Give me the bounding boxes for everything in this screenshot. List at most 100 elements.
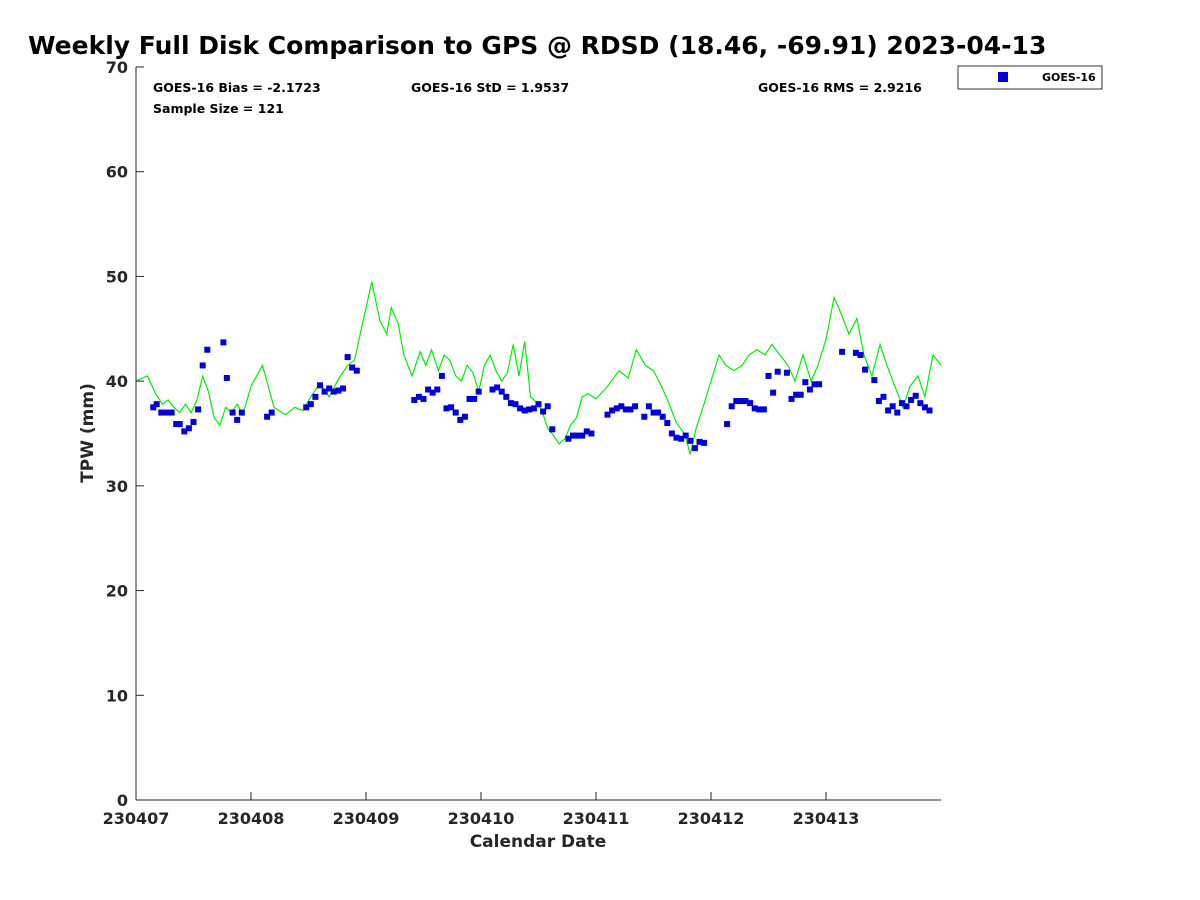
goes-16-point <box>797 391 804 398</box>
goes-16-point <box>609 407 616 414</box>
goes-16-point <box>783 369 790 376</box>
goes-16-point <box>307 401 314 408</box>
goes-16-point <box>349 364 356 371</box>
goes-16-point <box>312 393 319 400</box>
goes-16-point <box>875 398 882 405</box>
goes-16-point <box>885 407 892 414</box>
x-tick-label: 230407 <box>103 809 170 828</box>
goes-16-point <box>618 403 625 410</box>
goes-16-point <box>190 418 197 425</box>
goes-16-point <box>655 409 662 416</box>
goes-16-point <box>871 377 878 384</box>
goes-16-point <box>898 400 905 407</box>
goes-16-point <box>724 421 731 428</box>
x-tick-label: 230413 <box>793 809 860 828</box>
goes-16-point <box>353 367 360 374</box>
goes-16-point <box>852 349 859 356</box>
goes-16-point <box>806 386 813 393</box>
goes-16-point <box>549 426 556 433</box>
goes-16-point <box>737 398 744 405</box>
goes-16-point <box>802 379 809 386</box>
goes-16-point <box>756 406 763 413</box>
sample-size-stat: Sample Size = 121 <box>153 101 284 116</box>
goes-16-point <box>774 368 781 375</box>
goes-16-point <box>429 389 436 396</box>
goes-16-point <box>664 420 671 427</box>
goes-16-point <box>238 409 245 416</box>
goes-16-point <box>788 395 795 402</box>
goes-16-point <box>641 413 648 420</box>
goes-16-point <box>162 409 169 416</box>
goes-16-point <box>760 406 767 413</box>
y-axis-ticks: 0 10 20 30 40 50 60 70 <box>106 58 144 810</box>
goes-16-point <box>317 382 323 389</box>
y-axis-label: TPW (mm) <box>78 383 98 483</box>
goes-16-point <box>452 409 459 416</box>
goes-16-point <box>921 404 928 411</box>
goes-16-point <box>176 421 183 428</box>
x-axis-ticks: 230407 230408 230409 230410 230411 230412 2304… <box>103 792 860 828</box>
goes-16-point <box>153 401 160 408</box>
goes-16-point <box>579 432 586 439</box>
goes-16-point <box>173 421 180 428</box>
goes-16-point <box>512 401 519 408</box>
goes-16-point <box>770 389 777 396</box>
legend-marker-goes-16 <box>998 72 1008 82</box>
goes-16-point <box>204 346 211 353</box>
goes-16-point <box>494 384 501 391</box>
goes-16-point <box>498 388 505 395</box>
goes-16-point <box>811 381 818 388</box>
goes-16-point <box>696 438 703 445</box>
goes-16-point <box>570 432 576 439</box>
goes-16-point <box>425 386 432 393</box>
goes-16-point <box>168 409 175 416</box>
goes-16-point <box>650 409 657 416</box>
goes-16-point <box>199 362 206 369</box>
chart-title: Weekly Full Disk Comparison to GPS @ RDS… <box>28 31 1046 60</box>
goes-16-point <box>489 386 496 393</box>
goes-16-point <box>526 406 533 413</box>
goes-16-point <box>344 354 351 361</box>
goes-16-point <box>434 386 441 393</box>
goes-16-point <box>742 398 749 405</box>
goes-16-point <box>926 407 933 414</box>
goes-16-point <box>765 372 772 379</box>
goes-16-point <box>466 395 473 402</box>
y-tick-label: 10 <box>106 686 128 705</box>
goes-16-point <box>613 405 620 412</box>
goes-16-point <box>411 396 418 403</box>
goes-16-point <box>912 392 919 399</box>
x-tick-label: 230411 <box>563 809 630 828</box>
y-tick-label: 0 <box>117 791 128 810</box>
y-tick-label: 30 <box>106 477 128 496</box>
goes-16-point <box>622 406 629 413</box>
goes-16-point <box>687 437 694 444</box>
goes-16-point <box>181 428 188 435</box>
goes-16-point <box>691 445 698 452</box>
goes-16-point <box>507 400 514 407</box>
y-tick-label: 20 <box>106 582 128 601</box>
goes-16-point <box>457 416 464 423</box>
goes-16-point <box>158 409 165 416</box>
goes-16-point <box>682 432 689 439</box>
x-tick-label: 230410 <box>448 809 515 828</box>
goes-16-point <box>751 405 758 412</box>
goes-16-point <box>150 404 157 411</box>
goes-16-point <box>565 435 572 442</box>
x-tick-label: 230409 <box>333 809 400 828</box>
goes-16-point <box>475 388 482 395</box>
goes-16-point <box>604 411 611 418</box>
goes-16-point <box>903 403 910 410</box>
goes-16-point <box>195 406 202 413</box>
goes-16-point <box>747 400 754 407</box>
x-tick-label: 230408 <box>218 809 285 828</box>
goes-16-point <box>544 403 551 410</box>
goes-16-series-points <box>150 339 933 452</box>
goes-16-point <box>517 405 524 412</box>
goes-16-point <box>448 404 455 411</box>
y-tick-label: 50 <box>106 267 128 286</box>
legend: GOES-16 <box>957 65 1103 90</box>
goes-16-point <box>330 388 337 395</box>
y-tick-label: 60 <box>106 163 128 182</box>
x-axis-label: Calendar Date <box>470 832 607 852</box>
